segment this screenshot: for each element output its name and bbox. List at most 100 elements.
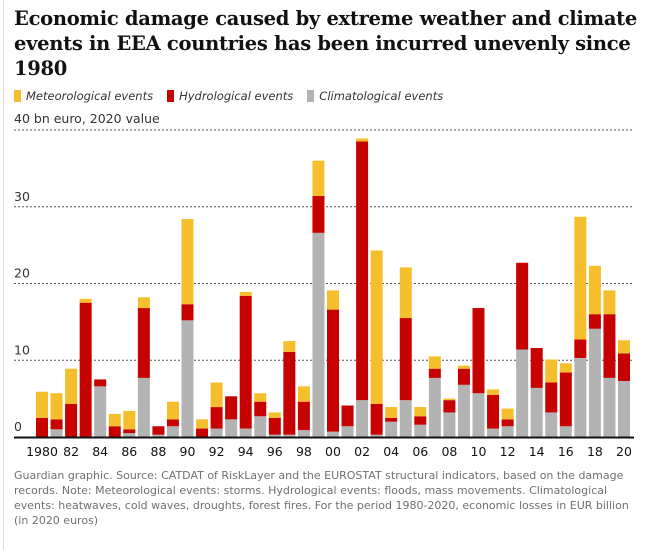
bar-segment-climatological-events (443, 412, 456, 437)
bar-segment-climatological-events (268, 434, 281, 437)
bar-segment-meteorological-events (268, 412, 281, 418)
bar-segment-climatological-events (283, 434, 296, 437)
bar-segment-climatological-events (385, 421, 398, 437)
stacked-bar-chart: 0 10 20 30 1980 82 84 86 88 90 92 94 96 98 00 02 04 06 08 1… (14, 129, 634, 459)
bar-segment-meteorological-events (196, 419, 209, 429)
x-tick-label: 18 (587, 444, 603, 459)
bar-segment-hydrological-events (530, 347, 543, 388)
y-axis-label: 40 bn euro, 2020 value (14, 111, 160, 126)
bar-segment-meteorological-events (385, 407, 398, 418)
bar-segment-hydrological-events (559, 372, 572, 427)
bar-segment-meteorological-events (312, 160, 325, 197)
bar-segment-hydrological-events (166, 419, 179, 427)
bar-segment-hydrological-events (297, 401, 310, 431)
bar-segment-climatological-events (559, 426, 572, 437)
bar-segment-hydrological-events (50, 419, 63, 430)
legend-swatch (307, 90, 315, 102)
bar-segment-meteorological-events (283, 341, 296, 352)
bar-segment-meteorological-events (428, 356, 441, 369)
bar-segment-meteorological-events (559, 363, 572, 373)
bar-segment-climatological-events (574, 357, 587, 437)
x-tick-label: 12 (500, 444, 516, 459)
bar-segment-climatological-events (166, 426, 179, 437)
bar-segment-hydrological-events (457, 368, 470, 385)
bar-segment-meteorological-events (545, 359, 558, 383)
bar-segment-hydrological-events (196, 428, 209, 437)
legend-swatch (167, 90, 175, 102)
x-tick-label: 1980 (26, 444, 58, 459)
bar-segment-meteorological-events (239, 291, 252, 296)
bar-segment-climatological-events (530, 387, 543, 437)
bar-segment-hydrological-events (341, 405, 354, 427)
bar-segment-meteorological-events (457, 365, 470, 369)
bar-segment-climatological-events (137, 377, 150, 437)
bar-segment-climatological-events (50, 429, 63, 437)
bar-segment-hydrological-events (574, 339, 587, 358)
bar-segment-hydrological-events (181, 304, 194, 321)
bar-segment-hydrological-events (443, 400, 456, 413)
x-tick-label: 96 (267, 444, 283, 459)
x-tick-label: 20 (616, 444, 632, 459)
x-tick-label: 92 (209, 444, 225, 459)
bar-segment-climatological-events (327, 431, 339, 437)
x-tick-label: 86 (121, 444, 137, 459)
bar-segment-climatological-events (370, 434, 383, 437)
legend-swatch (14, 90, 21, 102)
legend-label: Meteorological events (26, 89, 154, 103)
bar-segment-hydrological-events (137, 308, 150, 378)
bar-segment-hydrological-events (210, 407, 223, 429)
bar-segment-hydrological-events (94, 379, 107, 387)
bar-segment-climatological-events (588, 328, 601, 437)
bar-segment-hydrological-events (588, 314, 601, 329)
bar-segment-hydrological-events (385, 417, 398, 422)
bar-segment-climatological-events (297, 430, 310, 437)
bar-segment-hydrological-events (516, 262, 529, 350)
x-tick-label: 04 (383, 444, 399, 459)
legend-item-meteorological: Meteorological events (14, 89, 153, 103)
left-border (3, 0, 4, 550)
x-tick-label: 14 (529, 444, 545, 459)
bar-segment-hydrological-events (545, 382, 558, 413)
bar-segment-meteorological-events (327, 290, 339, 310)
bar-segment-meteorological-events (50, 393, 63, 420)
bar-segment-meteorological-events (137, 297, 150, 309)
bar-segment-hydrological-events (108, 426, 121, 437)
bar-segment-hydrological-events (283, 351, 296, 435)
bar-segment-meteorological-events (414, 407, 427, 417)
bar-segment-hydrological-events (239, 295, 252, 429)
bar-segment-hydrological-events (356, 141, 369, 401)
bar-segment-climatological-events (618, 380, 630, 437)
x-tick-label: 94 (238, 444, 254, 459)
bar-segment-meteorological-events (603, 290, 616, 315)
bar-segment-climatological-events (239, 428, 252, 437)
bar-segment-climatological-events (341, 426, 354, 437)
bar-segment-meteorological-events (501, 408, 514, 420)
bar-segment-climatological-events (487, 428, 500, 437)
x-tick-label: 06 (412, 444, 428, 459)
bar-segment-climatological-events (501, 426, 514, 437)
bar-segment-climatological-events (603, 377, 616, 437)
bar-segment-climatological-events (210, 428, 223, 437)
y-tick-label: 0 (14, 419, 22, 434)
bar-segment-hydrological-events (123, 429, 136, 434)
bar-segment-meteorological-events (443, 398, 456, 401)
bar-segment-meteorological-events (181, 219, 194, 305)
bar-segment-meteorological-events (36, 391, 48, 418)
bar-segment-climatological-events (225, 419, 238, 437)
x-tick-label: 16 (558, 444, 574, 459)
bar-segment-hydrological-events (65, 403, 78, 437)
bar-segment-climatological-events (94, 386, 107, 437)
bar-segment-meteorological-events (65, 368, 78, 404)
legend-label: Climatological events (319, 89, 444, 103)
bar-segment-hydrological-events (603, 314, 616, 378)
y-tick-label: 20 (14, 266, 30, 281)
bar-segment-hydrological-events (618, 353, 630, 381)
bar-segment-hydrological-events (268, 417, 281, 435)
bar-segment-meteorological-events (588, 265, 601, 315)
bar-segment-hydrological-events (428, 368, 441, 378)
x-tick-label: 88 (150, 444, 166, 459)
x-tick-label: 08 (441, 444, 457, 459)
bar-segment-climatological-events (545, 412, 558, 437)
x-tick-label: 98 (296, 444, 312, 459)
legend-item-climatological: Climatological events (307, 89, 443, 103)
